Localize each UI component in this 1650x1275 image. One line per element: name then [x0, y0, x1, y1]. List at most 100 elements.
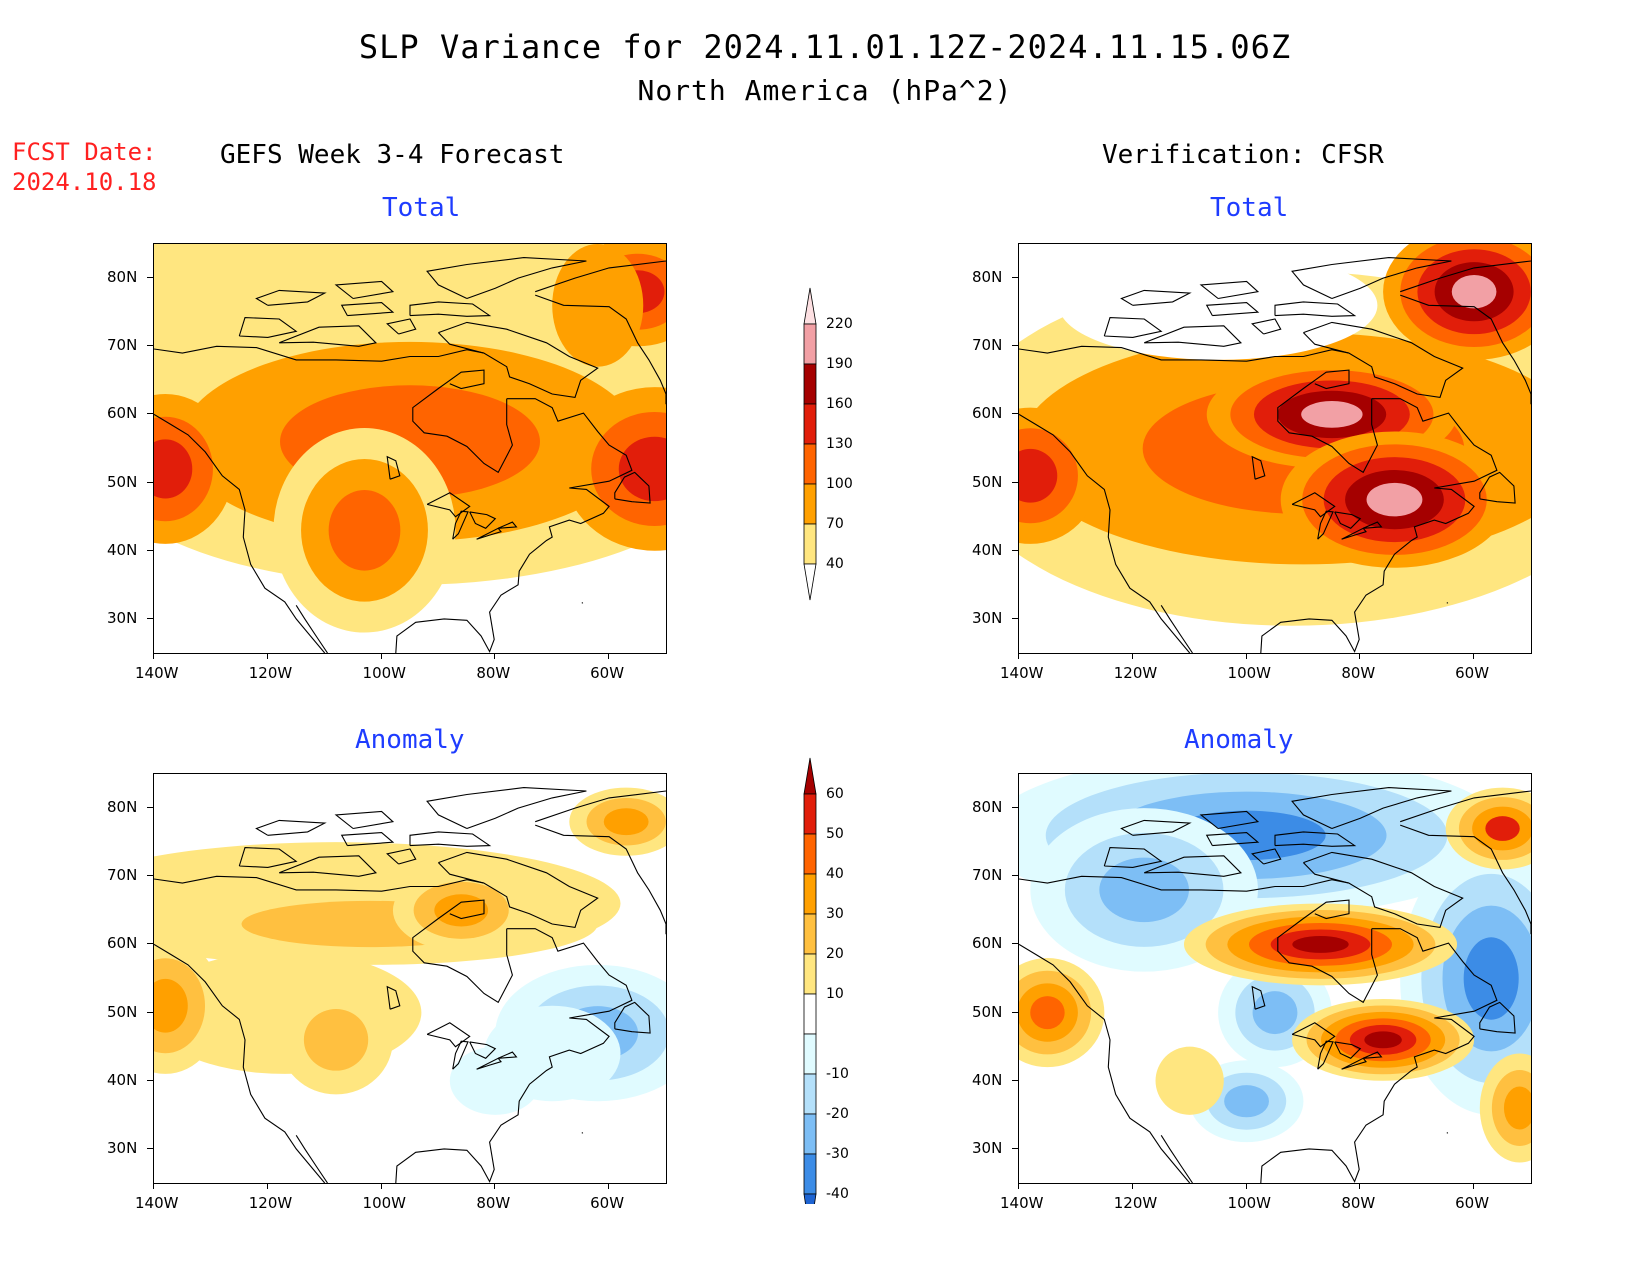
lat-tick-label: 60N	[107, 404, 138, 423]
forecast-total-contour	[154, 439, 193, 499]
forecast-total-contour	[552, 244, 644, 367]
coastline	[295, 605, 328, 653]
anomaly-colorbar-tick: -20	[826, 1106, 849, 1122]
forecast-total-contour	[618, 436, 666, 502]
forecast-anomaly-field	[154, 774, 666, 1183]
coastline	[438, 851, 599, 929]
lon-tick-label: 60W	[1455, 1194, 1490, 1212]
anomaly-colorbar-tick: -30	[826, 1146, 849, 1162]
colorbar-cap	[803, 287, 817, 325]
forecast-anomaly-contour	[303, 1009, 369, 1071]
coastline	[1334, 1041, 1362, 1059]
lat-tick-label: 70N	[972, 336, 1003, 355]
lon-tick-label: 120W	[1113, 1194, 1158, 1212]
lat-tick-label: 60N	[972, 404, 1003, 423]
verif-anomaly-contour	[1155, 1046, 1224, 1115]
verif-anomaly-contour	[1503, 1086, 1531, 1130]
coastline	[1120, 289, 1192, 306]
lon-tick	[494, 1183, 496, 1189]
lat-tick	[147, 1147, 153, 1149]
forecast-anomaly-contour	[154, 978, 188, 1033]
coastline	[1362, 521, 1383, 529]
lat-tick	[1012, 617, 1018, 619]
colorbar-segment	[803, 483, 817, 525]
verif-total-contour	[1366, 482, 1423, 517]
colorbar-cap	[803, 1193, 817, 1204]
coastline	[154, 345, 485, 362]
total-colorbar-tick: 190	[826, 356, 853, 372]
coastline	[1341, 1057, 1367, 1070]
total-colorbar-tick: 40	[826, 556, 844, 572]
lat-tick-label: 80N	[107, 268, 138, 287]
coastline	[1317, 1040, 1334, 1070]
coastline	[1160, 605, 1193, 653]
lat-tick-label: 70N	[972, 866, 1003, 885]
forecast-total-field	[154, 244, 666, 653]
lon-tick	[1131, 1183, 1133, 1189]
lat-tick	[147, 875, 153, 877]
forecast-total-label: Total	[382, 193, 461, 223]
coastline	[581, 602, 584, 604]
coastline	[412, 899, 513, 1004]
chart-subtitle: North America (hPa^2)	[637, 74, 1013, 107]
coastline	[1400, 260, 1531, 293]
colorbar-segment	[803, 323, 817, 365]
total-colorbar	[803, 287, 817, 601]
verif-anomaly-contour	[1099, 857, 1189, 923]
anomaly-colorbar-tick: -40	[826, 1186, 849, 1202]
lon-tick	[1018, 1183, 1019, 1189]
coastline	[154, 943, 326, 1183]
coastline	[1143, 325, 1243, 347]
lat-tick-label: 50N	[107, 472, 138, 491]
coastline	[340, 832, 395, 847]
lat-tick	[147, 943, 153, 945]
coastline	[1019, 345, 1350, 362]
lon-tick-label: 140W	[135, 1194, 179, 1212]
lat-tick	[1012, 807, 1018, 809]
coastline	[1019, 943, 1191, 1183]
coastline	[476, 527, 502, 540]
coastline	[1205, 832, 1260, 847]
coastline	[386, 455, 401, 480]
coastline	[469, 1041, 497, 1059]
anomaly-colorbar	[803, 757, 817, 1204]
coastline	[386, 318, 417, 335]
lat-tick	[1012, 549, 1018, 551]
coastline	[1341, 527, 1367, 540]
lon-tick-label: 140W	[1000, 1194, 1044, 1212]
coastline	[1303, 321, 1464, 399]
coastline	[1400, 790, 1531, 823]
lon-tick	[266, 1183, 268, 1189]
colorbar-segment	[803, 993, 817, 1035]
lat-tick	[1012, 1079, 1018, 1081]
forecast-anomaly-label: Anomaly	[355, 725, 465, 755]
colorbar-segment	[803, 403, 817, 445]
coastline	[1446, 602, 1449, 604]
lon-tick-label: 80W	[476, 1194, 511, 1212]
coastline	[1251, 848, 1282, 865]
lon-tick-label: 100W	[1227, 664, 1272, 682]
lon-tick	[1018, 653, 1019, 659]
lon-tick	[1245, 1183, 1247, 1189]
total-colorbar-tick: 160	[826, 396, 853, 412]
coastline	[614, 1001, 651, 1034]
forecast-anomaly-contour	[603, 808, 649, 836]
verif-total-map	[1018, 243, 1532, 654]
coastline	[1334, 511, 1362, 529]
verif-total-contour	[1058, 250, 1378, 360]
coastline	[497, 521, 518, 529]
verif-total-contour	[1301, 401, 1363, 428]
lon-tick-label: 60W	[590, 1194, 625, 1212]
coastline	[386, 985, 401, 1010]
coastline	[238, 317, 298, 338]
lon-tick	[380, 653, 382, 659]
coastline	[438, 321, 599, 399]
lon-tick	[1359, 1183, 1361, 1189]
forecast-anomaly-contour	[434, 894, 489, 927]
lat-tick	[147, 345, 153, 347]
lat-tick-label: 30N	[972, 1138, 1003, 1157]
coastline	[1103, 847, 1163, 868]
coastline	[535, 824, 666, 935]
total-colorbar-tick: 130	[826, 436, 853, 452]
coastline	[1362, 1051, 1383, 1059]
